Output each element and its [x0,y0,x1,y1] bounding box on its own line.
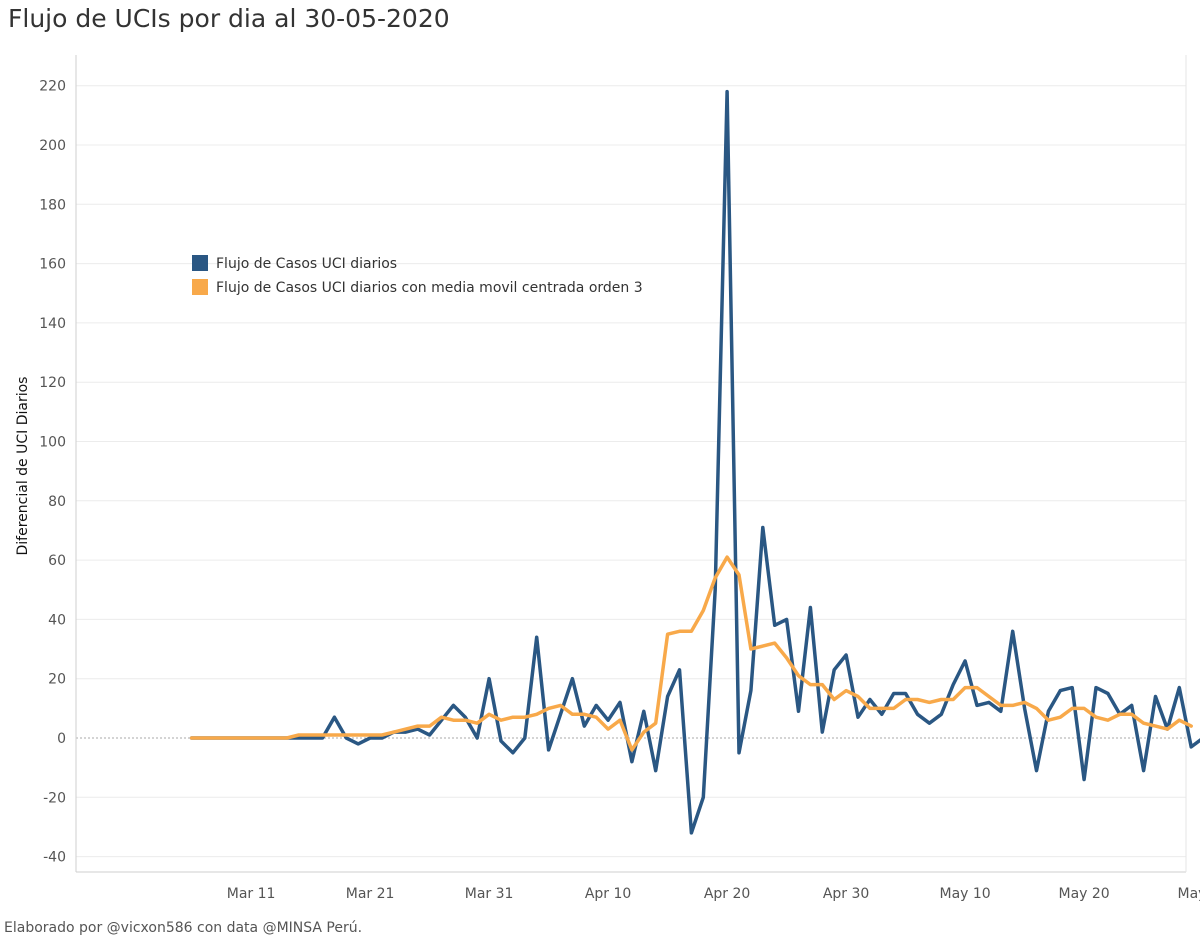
y-tick-label: -20 [43,790,66,806]
y-tick-label: 160 [39,257,66,273]
x-axis-ticks: Mar 11 Mar 21 Mar 31 Apr 10 Apr 20 Apr 30 May … [227,886,1200,902]
y-tick-label: 60 [48,553,66,569]
legend-swatch [192,255,208,271]
y-tick-label: -40 [43,850,66,866]
footer-credit: Elaborado por @vicxon586 con data @MINSA… [4,920,363,936]
legend-label: Flujo de Casos UCI diarios [216,256,397,272]
y-tick-label: 20 [48,672,66,688]
y-tick-label: 200 [39,138,66,154]
legend: Flujo de Casos UCI diarios Flujo de Casos… [192,255,643,296]
y-tick-label: 220 [39,79,66,95]
x-tick-label: Mar 11 [227,886,276,902]
y-tick-label: 120 [39,375,66,391]
y-tick-label: 80 [48,494,66,510]
y-axis-ticks: -40 -20 0 20 40 60 80 100 120 140 160 180 200 220 [39,79,66,866]
x-tick-label: Mar 31 [465,886,514,902]
y-tick-label: 180 [39,197,66,213]
y-axis-label: Diferencial de UCI Diarios [15,377,31,556]
x-tick-label: Mar 21 [346,886,395,902]
plot-frame [75,55,1187,873]
x-tick-label: Apr 10 [585,886,631,902]
y-tick-label: 0 [57,731,66,747]
series-lines [189,89,1200,835]
y-tick-label: 100 [39,435,66,451]
x-tick-label: May 10 [939,886,990,902]
chart-title: Flujo de UCIs por dia al 30-05-2020 [8,4,450,33]
x-tick-label: May 30 [1177,886,1200,902]
y-tick-label: 140 [39,316,66,332]
x-tick-label: May 20 [1058,886,1109,902]
legend-label: Flujo de Casos UCI diarios con media mov… [216,280,643,296]
series-line-uci-diarios [189,89,1200,835]
legend-swatch [192,279,208,295]
x-tick-label: Apr 20 [704,886,750,902]
y-tick-label: 40 [48,612,66,628]
gridlines [76,85,1186,858]
x-tick-label: Apr 30 [823,886,869,902]
series-line-media-movil [189,555,1193,752]
